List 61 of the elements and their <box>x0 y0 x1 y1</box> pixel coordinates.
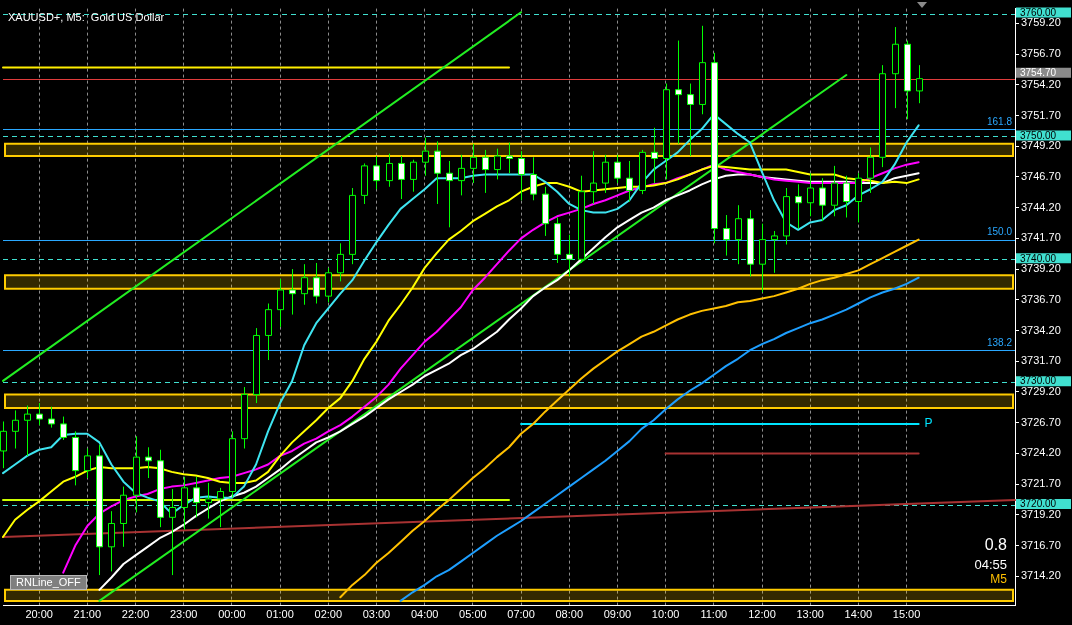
y-tick-label: 3741.70 <box>1021 231 1061 244</box>
annotation: 0.8 <box>984 536 1008 554</box>
x-tick-label: 21:00 <box>73 608 102 621</box>
candlestick <box>313 262 320 305</box>
x-tick-label: 12:00 <box>748 608 776 621</box>
y-tick-label: 3724.20 <box>1021 446 1061 459</box>
y-tick-label: 3754.20 <box>1021 77 1061 90</box>
x-tick-label: 02:00 <box>314 608 343 621</box>
x-tick-label: 07:00 <box>507 608 535 621</box>
ref-line-label: 3754.70 <box>1020 66 1057 78</box>
annotation: 04:55 <box>974 556 1007 572</box>
ref-line-label: 3750.00 <box>1020 129 1057 141</box>
y-tick-label: 3756.70 <box>1021 47 1061 60</box>
x-tick-label: 23:00 <box>169 608 198 621</box>
annotation: 161.8 <box>986 115 1013 127</box>
x-tick-label: 20:00 <box>25 608 53 621</box>
y-tick-label: 3729.20 <box>1021 385 1061 398</box>
candlestick <box>181 476 188 531</box>
x-tick-label: 10:00 <box>651 608 680 621</box>
y-tick-label: 3714.20 <box>1021 569 1061 582</box>
x-tick-label: 03:00 <box>362 608 391 621</box>
ref-line-label: 3740.00 <box>1020 252 1057 264</box>
candlestick <box>169 488 176 576</box>
x-tick-label: 04:00 <box>410 608 439 621</box>
annotation: 138.2 <box>986 336 1013 348</box>
x-tick-label: 00:00 <box>218 608 246 621</box>
y-tick-label: 3734.20 <box>1021 323 1061 336</box>
y-tick-label: 3744.20 <box>1021 200 1061 213</box>
x-tick-label: 08:00 <box>555 608 583 621</box>
x-tick-label: 01:00 <box>266 608 294 621</box>
annotation: M5 <box>990 572 1008 587</box>
annotation: 150.0 <box>986 226 1013 238</box>
candlestick <box>518 150 525 201</box>
candlestick <box>60 416 67 441</box>
y-tick-label: 3726.70 <box>1021 415 1061 428</box>
ref-line-label: 3730.00 <box>1020 375 1057 387</box>
y-tick-label: 3749.20 <box>1021 139 1061 152</box>
candlestick <box>530 156 537 201</box>
ref-line-label: 3720.00 <box>1020 498 1057 510</box>
ref-line-label: 3760.00 <box>1020 6 1057 18</box>
series-label: P <box>924 416 933 431</box>
y-tick-label: 3751.70 <box>1021 108 1061 121</box>
y-tick-label: 3736.70 <box>1021 292 1061 305</box>
x-tick-label: 22:00 <box>121 608 150 621</box>
candlestick <box>687 83 694 157</box>
y-tick-label: 3719.20 <box>1021 507 1061 520</box>
x-tick-label: 05:00 <box>459 608 487 621</box>
x-tick-label: 09:00 <box>603 608 632 621</box>
x-tick-label: 14:00 <box>844 608 873 621</box>
y-tick-label: 3759.20 <box>1021 16 1061 29</box>
toggle-button: RNLine_OFF <box>10 575 87 590</box>
y-tick-label: 3746.70 <box>1021 169 1061 182</box>
y-tick-label: 3731.70 <box>1021 354 1061 367</box>
y-tick-label: 3721.70 <box>1021 477 1061 490</box>
chart-title: XAUUSD+, M5: Gold US Dollar <box>8 11 165 24</box>
candlestick <box>325 267 332 303</box>
y-tick-label: 3739.20 <box>1021 262 1061 275</box>
x-tick-label: 13:00 <box>796 608 824 621</box>
x-tick-label: 15:00 <box>892 608 921 621</box>
y-tick-label: 3716.70 <box>1021 538 1061 551</box>
x-tick-label: 11:00 <box>700 608 728 621</box>
